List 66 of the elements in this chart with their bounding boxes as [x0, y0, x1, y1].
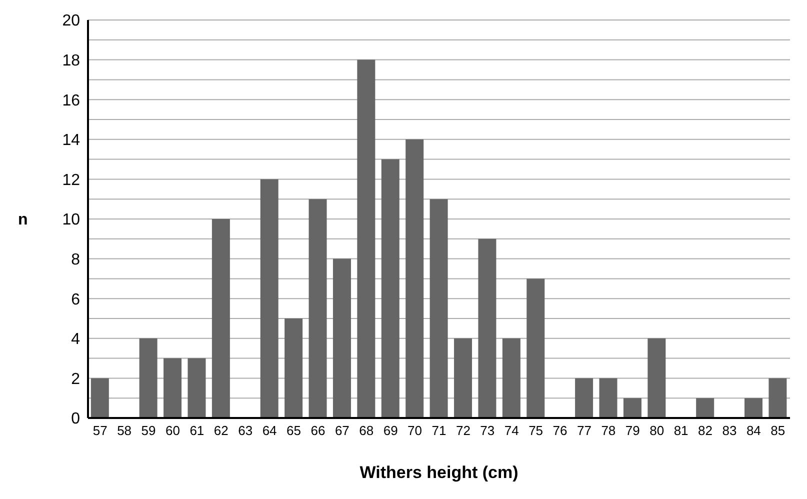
x-tick-label: 78	[601, 423, 616, 438]
bar	[212, 219, 230, 418]
bar	[623, 398, 642, 418]
y-tick-label: 18	[62, 52, 80, 70]
x-tick-label: 77	[577, 423, 592, 438]
x-tick-label: 85	[770, 423, 786, 438]
x-tick-label: 84	[746, 423, 761, 438]
x-tick-label: 79	[625, 423, 640, 438]
y-tick-label: 2	[71, 370, 80, 388]
x-tick-label: 59	[141, 423, 156, 438]
x-tick-label: 57	[92, 423, 108, 438]
bar	[430, 199, 448, 418]
y-tick-label: 10	[62, 212, 80, 229]
bar	[599, 378, 618, 418]
bar	[502, 338, 520, 418]
bar	[526, 278, 545, 418]
bar	[454, 338, 472, 418]
x-tick-label: 62	[214, 423, 228, 438]
x-tick-label: 66	[310, 423, 326, 438]
x-tick-label: 69	[383, 423, 398, 438]
bar	[164, 358, 182, 418]
bar	[139, 338, 158, 418]
x-tick-label: 83	[722, 423, 737, 438]
bar	[188, 358, 206, 418]
x-tick-label: 58	[117, 423, 132, 438]
x-tick-label: 76	[552, 423, 568, 438]
y-tick-label: 0	[71, 410, 80, 428]
x-tick-label: 63	[238, 423, 253, 438]
bar	[696, 398, 714, 418]
y-tick-label: 6	[71, 291, 80, 308]
x-tick-label: 61	[190, 423, 204, 438]
y-tick-label: 12	[62, 172, 80, 189]
bar	[90, 378, 109, 418]
bar	[478, 238, 496, 418]
bar	[381, 159, 400, 418]
x-axis-title: Withers height (cm)	[360, 463, 518, 482]
y-tick-label: 14	[62, 132, 80, 150]
x-tick-label: 74	[504, 423, 519, 438]
x-tick-label: 80	[650, 423, 664, 438]
bar	[284, 318, 303, 418]
bar	[308, 199, 327, 418]
bar	[575, 378, 594, 418]
x-tick-label: 81	[674, 423, 688, 438]
x-tick-label: 71	[432, 423, 446, 438]
x-tick-label: 82	[698, 423, 713, 438]
x-tick-label: 75	[528, 423, 544, 438]
x-tick-label: 72	[456, 423, 470, 438]
x-tick-label: 73	[480, 423, 495, 438]
bar	[357, 60, 376, 418]
x-tick-label: 68	[359, 423, 374, 438]
y-tick-label: 16	[62, 92, 80, 110]
bar	[648, 338, 666, 418]
y-tick-label: 20	[62, 12, 80, 30]
y-tick-label: 4	[71, 331, 80, 348]
x-tick-label: 65	[286, 423, 301, 438]
x-tick-label: 64	[262, 423, 277, 438]
x-tick-label: 60	[165, 423, 180, 438]
y-axis-title: n	[18, 212, 28, 229]
y-tick-label: 8	[71, 251, 80, 268]
bar	[768, 378, 787, 418]
bar	[260, 179, 278, 418]
x-tick-label: 67	[334, 423, 350, 438]
x-tick-label: 70	[408, 423, 422, 438]
bar	[406, 139, 424, 418]
bar	[332, 258, 351, 418]
bar	[744, 398, 762, 418]
